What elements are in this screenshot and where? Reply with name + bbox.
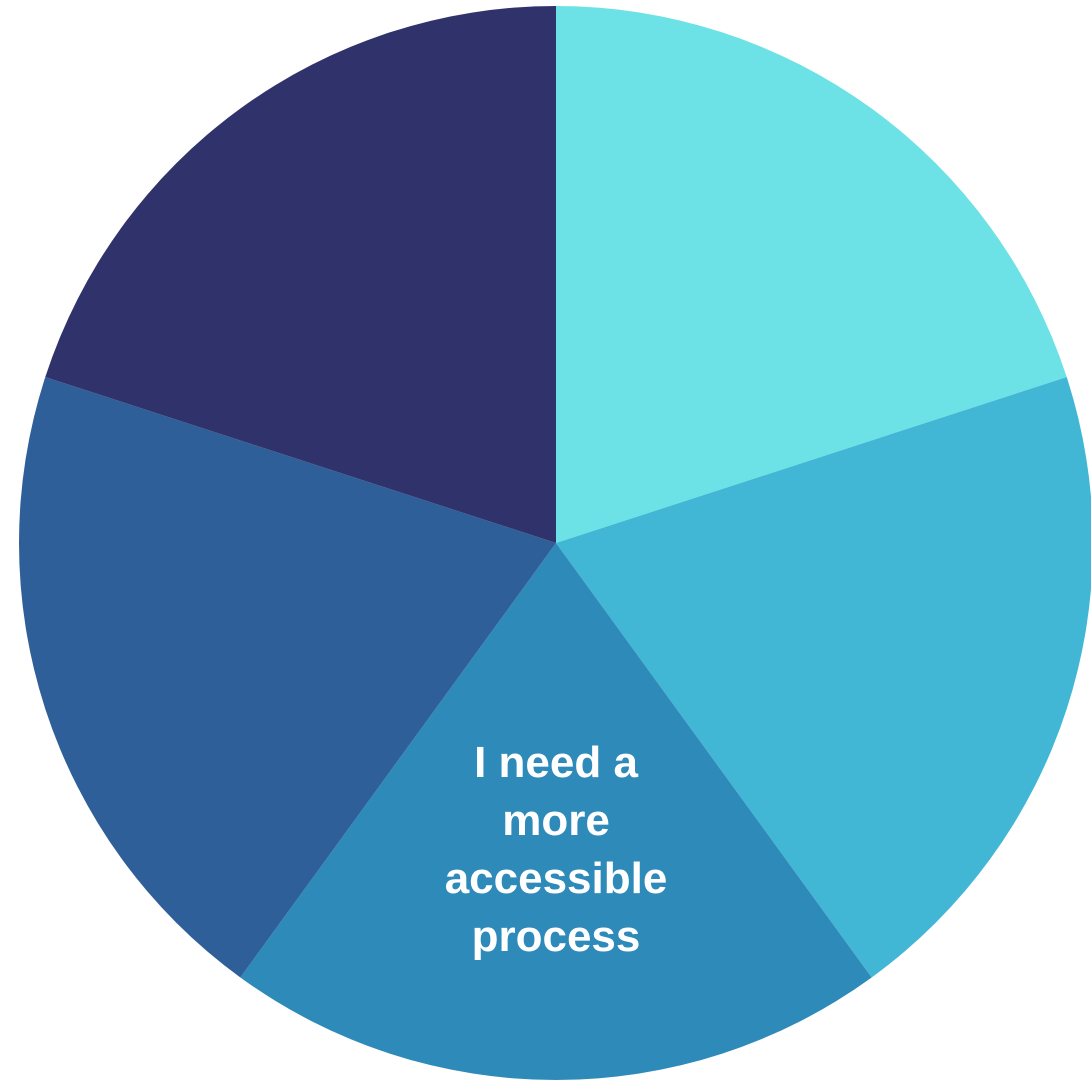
pie-slice-4: [19, 377, 557, 978]
pie-slice-3: [240, 543, 872, 1080]
pie-slice-5: [45, 6, 556, 543]
pie-labels: I need a more accessible process: [445, 738, 668, 961]
slice-label-line: accessible: [445, 854, 668, 903]
slice-label: I need a more accessible process: [445, 738, 668, 961]
pie-slice-1: [556, 6, 1067, 543]
slice-label-line: process: [472, 912, 641, 961]
slice-label-line: more: [502, 796, 610, 845]
pie-slice-2: [556, 377, 1091, 978]
slice-label-line: I need a: [474, 738, 638, 787]
pie-slices: [19, 6, 1091, 1080]
